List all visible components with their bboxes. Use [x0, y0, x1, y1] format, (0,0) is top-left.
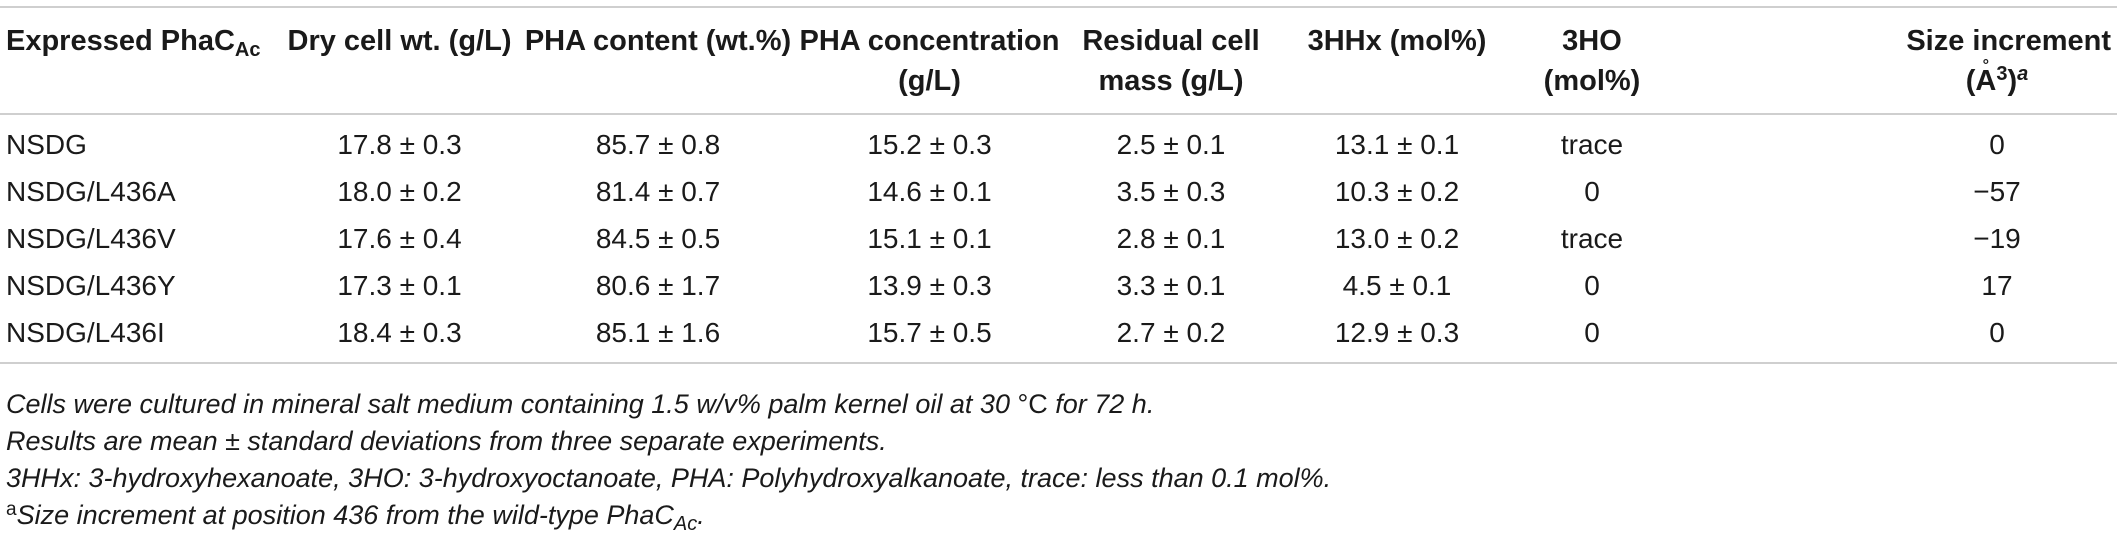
header-pha-content: PHA content (wt.%): [524, 25, 792, 57]
cell-dry-cell-wt: 17.3 ± 0.1: [337, 270, 462, 301]
header-expressed-phac: Expressed PhaCAc: [6, 25, 261, 61]
footnote-culture-conditions: Cells were cultured in mineral salt medi…: [6, 389, 1155, 419]
cell-pha-content: 85.1 ± 1.6: [595, 317, 721, 348]
cell-dry-cell-wt: 18.0 ± 0.2: [337, 176, 462, 207]
cell-3hhx: 12.9 ± 0.3: [1334, 317, 1460, 348]
header-3hhx: 3HHx (mol%): [1307, 25, 1487, 57]
table-row: NSDG/L436A 18.0 ± 0.2 81.4 ± 0.7 14.6 ± 0.1…: [0, 168, 2117, 215]
footnote-results: Results are mean ± standard deviations f…: [6, 426, 887, 456]
cell-residual-cell-mass: 2.8 ± 0.1: [1116, 223, 1226, 254]
cell-expressed-phac: NSDG/L436I: [6, 317, 165, 348]
cell-3ho: trace: [1560, 129, 1624, 160]
size-increment-value: 0: [1989, 317, 2005, 348]
header-residual-cell-mass: Residual cell mass (g/L): [1082, 25, 1260, 97]
size-increment-value: 0: [1989, 129, 2005, 160]
cell-pha-concentration: 15.7 ± 0.5: [867, 317, 992, 348]
cell-pha-concentration: 15.2 ± 0.3: [867, 129, 992, 160]
cell-3ho: 0: [1584, 317, 1600, 348]
size-increment-value: −57: [1973, 176, 2021, 207]
cell-3hhx: 10.3 ± 0.2: [1334, 176, 1460, 207]
cell-3hhx: 13.0 ± 0.2: [1334, 223, 1460, 254]
table-row: NSDG/L436I 18.4 ± 0.3 85.1 ± 1.6 15.7 ± 0.5…: [0, 309, 2117, 363]
cell-pha-concentration: 15.1 ± 0.1: [867, 223, 992, 254]
cell-residual-cell-mass: 2.7 ± 0.2: [1116, 317, 1226, 348]
cell-residual-cell-mass: 3.3 ± 0.1: [1116, 270, 1226, 301]
header-3ho: 3HO (mol%): [1543, 25, 1641, 97]
table-row: NSDG/L436V 17.6 ± 0.4 84.5 ± 0.5 15.1 ± 0.1…: [0, 215, 2117, 262]
footnote-size-increment: aSize increment at position 436 from the…: [6, 499, 705, 535]
header-pha-concentration: PHA concentration (g/L): [799, 25, 1060, 97]
cell-residual-cell-mass: 3.5 ± 0.3: [1116, 176, 1226, 207]
table-body: NSDG 17.8 ± 0.3 85.7 ± 0.8 15.2 ± 0.3 2.5 ± …: [0, 114, 2117, 363]
header-size-increment: Size increment (° A3)a: [1906, 25, 2111, 97]
cell-size-increment: −19: [1672, 215, 2117, 262]
cell-dry-cell-wt: 17.6 ± 0.4: [337, 223, 462, 254]
data-table-container: Expressed PhaCAc Dry cell wt. (g/L) PHA …: [0, 6, 2117, 364]
table-header: Expressed PhaCAc Dry cell wt. (g/L) PHA …: [0, 7, 2117, 114]
footnote-abbreviations: 3HHx: 3-hydroxyhexanoate, 3HO: 3-hydroxy…: [6, 463, 1332, 493]
size-increment-value: 17: [1981, 270, 2013, 301]
header-dry-cell-wt: Dry cell wt. (g/L): [287, 25, 512, 57]
table-footnotes: Cells were cultured in mineral salt medi…: [6, 386, 1331, 534]
cell-expressed-phac: NSDG/L436Y: [6, 270, 176, 301]
cell-3hhx: 13.1 ± 0.1: [1334, 129, 1460, 160]
cell-size-increment: 17: [1672, 262, 2117, 309]
cell-expressed-phac: NSDG/L436V: [6, 223, 176, 254]
data-table: Expressed PhaCAc Dry cell wt. (g/L) PHA …: [0, 6, 2117, 364]
cell-3ho: 0: [1584, 176, 1600, 207]
table-row: NSDG 17.8 ± 0.3 85.7 ± 0.8 15.2 ± 0.3 2.5 ± …: [0, 114, 2117, 168]
cell-size-increment: 0: [1672, 309, 2117, 363]
cell-residual-cell-mass: 2.5 ± 0.1: [1116, 129, 1226, 160]
cell-expressed-phac: NSDG: [6, 129, 87, 160]
cell-dry-cell-wt: 18.4 ± 0.3: [337, 317, 462, 348]
cell-pha-concentration: 14.6 ± 0.1: [867, 176, 992, 207]
table-row: NSDG/L436Y 17.3 ± 0.1 80.6 ± 1.7 13.9 ± 0.3…: [0, 262, 2117, 309]
cell-pha-content: 81.4 ± 0.7: [595, 176, 721, 207]
cell-size-increment: 0: [1672, 114, 2117, 168]
cell-size-increment: −57: [1672, 168, 2117, 215]
cell-pha-content: 80.6 ± 1.7: [595, 270, 721, 301]
cell-pha-content: 84.5 ± 0.5: [595, 223, 721, 254]
cell-3ho: 0: [1584, 270, 1600, 301]
cell-3ho: trace: [1560, 223, 1624, 254]
cell-3hhx: 4.5 ± 0.1: [1342, 270, 1452, 301]
header-row: Expressed PhaCAc Dry cell wt. (g/L) PHA …: [0, 7, 2117, 114]
cell-pha-concentration: 13.9 ± 0.3: [867, 270, 992, 301]
cell-expressed-phac: NSDG/L436A: [6, 176, 176, 207]
cell-dry-cell-wt: 17.8 ± 0.3: [337, 129, 462, 160]
size-increment-value: −19: [1973, 223, 2021, 254]
cell-pha-content: 85.7 ± 0.8: [595, 129, 721, 160]
